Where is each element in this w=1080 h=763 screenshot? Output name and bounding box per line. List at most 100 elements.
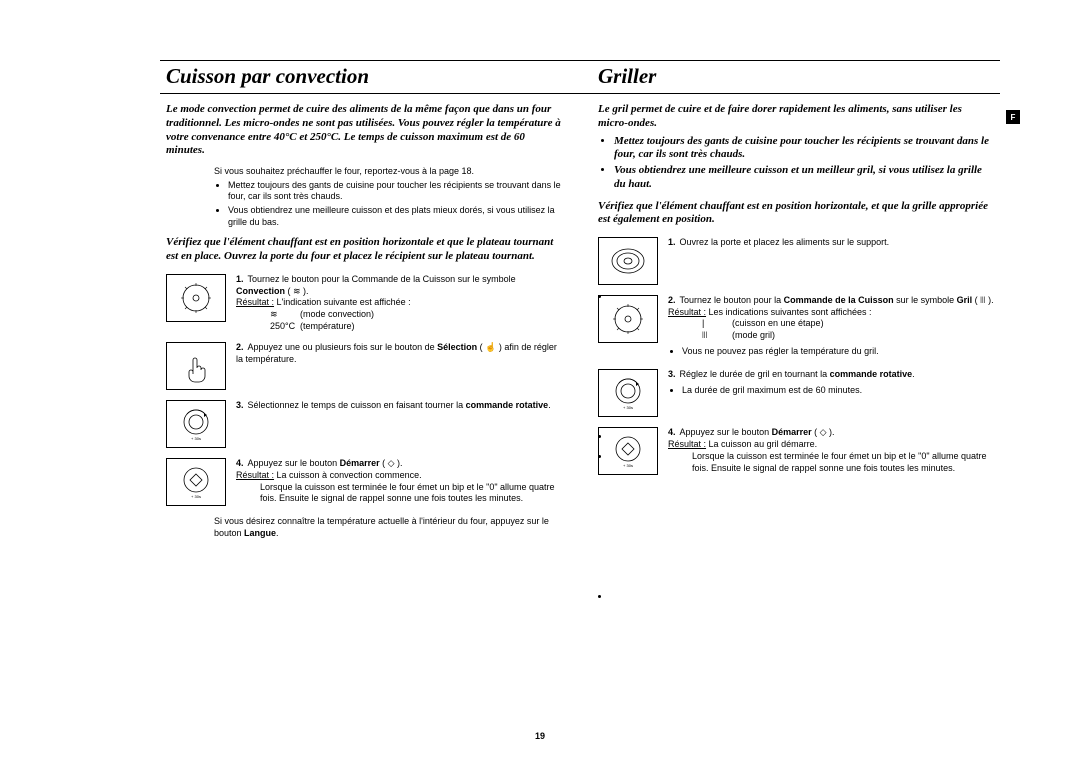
step-num: 4. (236, 458, 244, 468)
right-step-3: + 30s 3.Réglez le durée de gril en tourn… (598, 369, 994, 417)
svg-text:+ 30s: + 30s (623, 405, 633, 410)
left-pre-bullet-2: Vous obtiendrez une meilleure cuisson et… (228, 205, 562, 228)
left-pre-bullet-1: Mettez toujours des gants de cuisine pou… (228, 180, 562, 203)
left-step-4-body: 4.Appuyez sur le bouton Démarrer ( ◇ ). … (236, 458, 562, 505)
right-steps: 1. Ouvrez la porte et placez les aliments… (598, 237, 994, 475)
step-num: 2. (236, 342, 244, 352)
left-step-3-body: 3. Sélectionnez le temps de cuisson en fa… (236, 400, 562, 412)
margin-dot (598, 595, 601, 598)
svg-text:+ 30s: + 30s (191, 494, 201, 499)
svg-text:+ 30s: + 30s (623, 463, 633, 468)
left-step-2: 2.Appuyez une ou plusieurs fois sur le b… (166, 342, 562, 390)
margin-dot (598, 295, 601, 298)
col-right: Griller Le gril permet de cuire et de fa… (580, 60, 1000, 723)
t: (mode convection) (300, 309, 374, 321)
t: L'indication suivante est affichée : (274, 297, 411, 307)
col-left: Cuisson par convection Le mode convectio… (160, 60, 580, 723)
t: Ouvrez la porte et placez les aliments s… (680, 237, 890, 247)
step-num: 4. (668, 427, 676, 437)
right-step-4-body: 4.Appuyez sur le bouton Démarrer ( ◇ ). … (668, 427, 994, 474)
t: commande rotative (466, 400, 549, 410)
step-num: 2. (668, 295, 676, 305)
t: Tournez le bouton pour la (680, 295, 784, 305)
start-icon: + 30s (166, 458, 226, 506)
step-num: 1. (236, 274, 244, 284)
t: Démarrer (772, 427, 812, 437)
right-step-1-body: 1. Ouvrez la porte et placez les aliments… (668, 237, 994, 249)
left-step-1-body: 1. Tournez le bouton pour la Commande de … (236, 274, 562, 332)
t: . (548, 400, 551, 410)
dial-icon (598, 295, 658, 343)
left-pre-line: Si vous souhaitez préchauffer le four, r… (214, 166, 474, 176)
right-step-3-body: 3.Réglez le durée de gril en tournant la… (668, 369, 994, 398)
page-number: 19 (0, 731, 1080, 741)
t: ꔖ (702, 330, 732, 342)
t: (cuisson en une étape) (732, 318, 824, 330)
step-num: 1. (668, 237, 676, 247)
t: La cuisson au gril démarre. (706, 439, 817, 449)
t: Appuyez sur le bouton (680, 427, 772, 437)
right-intro-bullets: Mettez toujours des gants de cuisine pou… (598, 135, 994, 192)
left-pre-bullets: Mettez toujours des gants de cuisine pou… (214, 180, 562, 229)
right-intro: Le gril permet de cuire et de faire dore… (598, 103, 994, 192)
t: Réglez le durée de gril en tournant la (680, 369, 830, 379)
right-step-2-body: 2. Tournez le bouton pour la Commande de … (668, 295, 994, 359)
t: La durée de gril maximum est de 60 minut… (682, 385, 994, 397)
left-steps: 1. Tournez le bouton pour la Commande de … (166, 274, 562, 506)
t: Commande de la Cuisson (784, 295, 894, 305)
right-step-4: + 30s 4. Appuyez sur le bouton Démarrer (… (598, 427, 994, 475)
right-step-1: 1. Ouvrez la porte et placez les aliments… (598, 237, 994, 285)
step-num: 3. (236, 400, 244, 410)
t: Résultat : (668, 439, 706, 449)
t: La cuisson à convection commence. (274, 470, 422, 480)
hand-icon (166, 342, 226, 390)
t: Vous ne pouvez pas régler la température… (682, 346, 994, 358)
left-step-1: 1. Tournez le bouton pour la Commande de … (166, 274, 562, 332)
t: ≋ (270, 309, 300, 321)
dial-icon (166, 274, 226, 322)
lang-tab: F (1006, 110, 1020, 124)
t: (température) (300, 321, 355, 333)
t: Les indications suivantes sont affichées… (706, 307, 871, 317)
t: . (912, 369, 915, 379)
t: (mode gril) (732, 330, 775, 342)
t: Tournez le bouton pour la Commande de la… (248, 274, 516, 284)
t: ( ꔖ ). (972, 295, 993, 305)
t: commande rotative (830, 369, 913, 379)
start-icon: + 30s (598, 427, 658, 475)
t: ( ◇ ). (812, 427, 835, 437)
t: ( ◇ ). (380, 458, 403, 468)
svg-text:+ 30s: + 30s (191, 436, 201, 441)
right-intro-bullet-2: Vous obtiendrez une meilleure cuisson et… (614, 164, 994, 192)
t: Gril (957, 295, 973, 305)
right-note: Vérifiez que l'élément chauffant est en … (598, 200, 994, 228)
margin-dot (598, 455, 601, 458)
left-step-3: + 30s 3. Sélectionnez le temps de cuisson… (166, 400, 562, 448)
left-pretext: Si vous souhaitez préchauffer le four, r… (214, 166, 562, 228)
t: 250°C (270, 321, 300, 333)
content-area: Cuisson par convection Le mode convectio… (160, 60, 1000, 723)
right-step2-table: |(cuisson en une étape) ꔖ(mode gril) (702, 318, 994, 341)
t: Résultat : (236, 470, 274, 480)
t: sur le symbole (894, 295, 957, 305)
right-step-2: 2. Tournez le bouton pour la Commande de … (598, 295, 994, 359)
left-step-4: + 30s 4.Appuyez sur le bouton Démarrer (… (166, 458, 562, 506)
t: ( ≋ ). (285, 286, 309, 296)
left-step4-tail: Lorsque la cuisson est terminée le four … (260, 482, 562, 505)
left-note: Vérifiez que l'élément chauffant est en … (166, 236, 562, 264)
t: Résultat : (668, 307, 706, 317)
t: Sélectionnez le temps de cuisson en fais… (248, 400, 466, 410)
left-step-2-body: 2.Appuyez une ou plusieurs fois sur le b… (236, 342, 562, 365)
t: Langue (244, 528, 276, 538)
left-footer-note: Si vous désirez connaître la température… (214, 516, 562, 539)
page: F Cuisson par convection Le mode convect… (0, 0, 1080, 763)
right-step3-tail: La durée de gril maximum est de 60 minut… (668, 385, 994, 397)
knob-icon: + 30s (598, 369, 658, 417)
t: Convection (236, 286, 285, 296)
t: . (276, 528, 279, 538)
knob-icon: + 30s (166, 400, 226, 448)
margin-dot (598, 435, 601, 438)
t: Appuyez sur le bouton (248, 458, 340, 468)
left-title: Cuisson par convection (166, 64, 562, 89)
right-step2-tail: Vous ne pouvez pas régler la température… (668, 346, 994, 358)
